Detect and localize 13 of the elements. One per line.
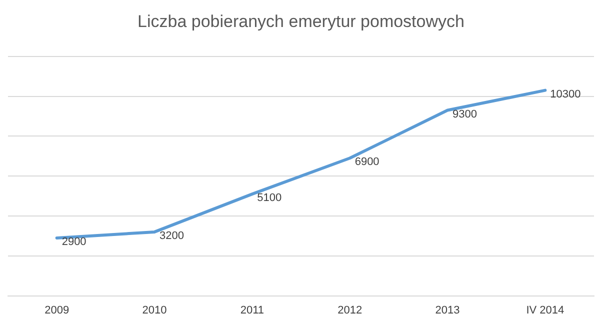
x-tick-label: 2011 — [240, 304, 264, 316]
x-tick-label: 2012 — [338, 304, 362, 316]
data-label: 10300 — [550, 88, 581, 100]
x-tick-label: 2013 — [435, 304, 460, 316]
data-label: 6900 — [354, 156, 380, 168]
x-tick-label: 2010 — [142, 304, 167, 316]
data-label: 9300 — [452, 108, 477, 120]
data-label: 2900 — [62, 236, 86, 248]
chart-title: Liczba pobieranych emerytur pomostowych — [138, 12, 464, 31]
data-label: 3200 — [160, 230, 184, 242]
x-tick-label: IV 2014 — [526, 304, 564, 316]
x-tick-label: 2009 — [44, 304, 70, 316]
data-label: 5100 — [257, 192, 282, 204]
